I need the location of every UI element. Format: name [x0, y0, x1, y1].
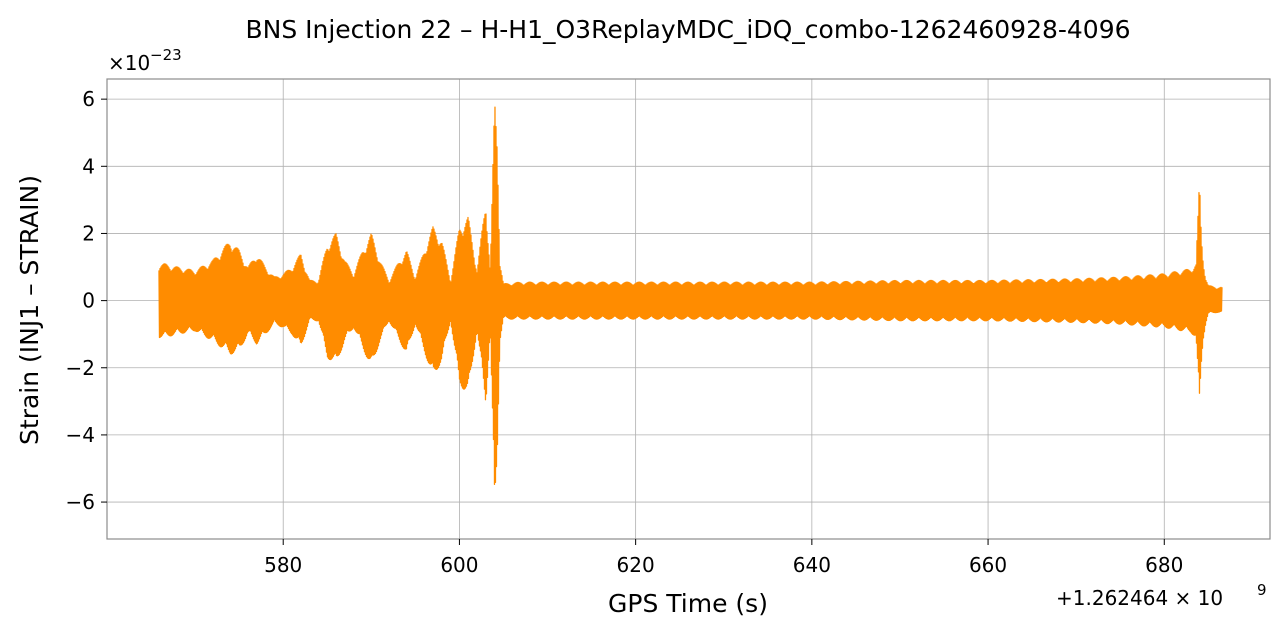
series-layer [158, 106, 1223, 486]
x-tick-label: 660 [969, 553, 1007, 577]
y-tick-label: −6 [66, 490, 95, 514]
x-offset-base: +1.262464 × 10 [1056, 586, 1223, 610]
x-axis-label: GPS Time (s) [608, 589, 768, 618]
x-offset-factor: +1.262464 × 10 9 [1056, 581, 1267, 610]
y-axis-ticks: −6 −4 −2 0 2 4 6 [66, 87, 107, 514]
y-tick-label: 2 [82, 221, 95, 245]
strain-series-line [158, 106, 1223, 486]
y-tick-label: −4 [66, 423, 95, 447]
chart-title: BNS Injection 22 – H-H1_O3ReplayMDC_iDQ_… [245, 15, 1130, 44]
y-scale-factor: ×10 −23 [108, 46, 182, 75]
y-tick-label: 4 [82, 154, 95, 178]
x-offset-exponent: 9 [1257, 581, 1267, 599]
plot-frame [106, 78, 1271, 540]
y-axis-label: Strain (INJ1 – STRAIN) [15, 175, 44, 445]
y-scale-exponent: −23 [150, 46, 182, 64]
x-tick-label: 640 [793, 553, 831, 577]
x-tick-label: 580 [264, 553, 302, 577]
x-tick-label: 600 [440, 553, 478, 577]
y-tick-label: 6 [82, 87, 95, 111]
x-axis-ticks: 580 600 620 640 660 680 [264, 539, 1183, 577]
y-tick-label: 0 [82, 289, 95, 313]
y-tick-label: −2 [66, 356, 95, 380]
x-tick-label: 680 [1145, 553, 1183, 577]
x-tick-label: 620 [617, 553, 655, 577]
y-scale-base: ×10 [108, 51, 150, 75]
